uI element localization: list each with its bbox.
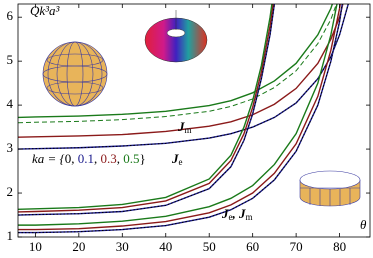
annotation-part: J xyxy=(171,151,179,166)
ka-legend-part: } xyxy=(140,151,146,166)
y-tick-label: 5 xyxy=(7,52,14,67)
torus-icon xyxy=(144,10,208,63)
x-tick-label: 50 xyxy=(203,239,216,254)
y-tick-label: 6 xyxy=(7,8,14,23)
ka-legend: ka = {0, 0.1, 0.3, 0.5} xyxy=(32,151,146,166)
series-layer xyxy=(18,4,349,234)
ka-legend-part: ka = { xyxy=(32,151,66,166)
annotation: Je xyxy=(171,151,183,167)
annotation-part: e xyxy=(179,157,183,167)
series-line xyxy=(18,4,273,210)
x-tick-label: 80 xyxy=(333,239,346,254)
x-tick-label: 30 xyxy=(116,239,129,254)
annotation-part: m xyxy=(185,125,192,135)
series-line xyxy=(18,4,334,119)
ka-legend-part: 0 xyxy=(65,151,72,166)
series-line xyxy=(18,4,343,234)
x-tick-label: 40 xyxy=(159,239,172,254)
ka-legend-part: , xyxy=(71,151,78,166)
series-line xyxy=(18,4,337,124)
ka-legend-part: 0.1 xyxy=(78,151,94,166)
series-line xyxy=(18,4,338,226)
x-axis-label: θ xyxy=(360,217,367,232)
series-line xyxy=(18,4,349,150)
x-tick-label: 60 xyxy=(246,239,259,254)
y-axis-label: Qk³a³ xyxy=(30,3,61,18)
y-tick-label: 2 xyxy=(7,184,14,199)
ring-icon xyxy=(299,170,361,207)
annotation-part: J xyxy=(221,206,229,221)
annotation-part: m xyxy=(246,212,253,222)
y-tick-label: 3 xyxy=(7,140,14,155)
ka-legend-part: , xyxy=(94,151,101,166)
annotation-part: J xyxy=(177,119,185,134)
ka-legend-part: 0.3 xyxy=(101,151,117,166)
x-tick-label: 20 xyxy=(72,239,85,254)
y-tick-label: 1 xyxy=(7,228,14,243)
annotation: Jm xyxy=(177,119,192,135)
x-tick-label: 10 xyxy=(29,239,42,254)
series-line xyxy=(18,4,341,231)
y-tick-label: 4 xyxy=(7,96,14,111)
sphere-icon xyxy=(42,41,108,107)
x-tick-label: 70 xyxy=(290,239,303,254)
ka-legend-part: , xyxy=(117,151,124,166)
annotation-part: e xyxy=(229,212,233,222)
annotation-part: , J xyxy=(232,206,247,221)
series-line xyxy=(18,4,274,213)
annotation: Je, Jm xyxy=(221,206,253,222)
plot-frame xyxy=(17,3,371,238)
series-line xyxy=(18,4,275,216)
ka-legend-part: 0.5 xyxy=(123,151,139,166)
